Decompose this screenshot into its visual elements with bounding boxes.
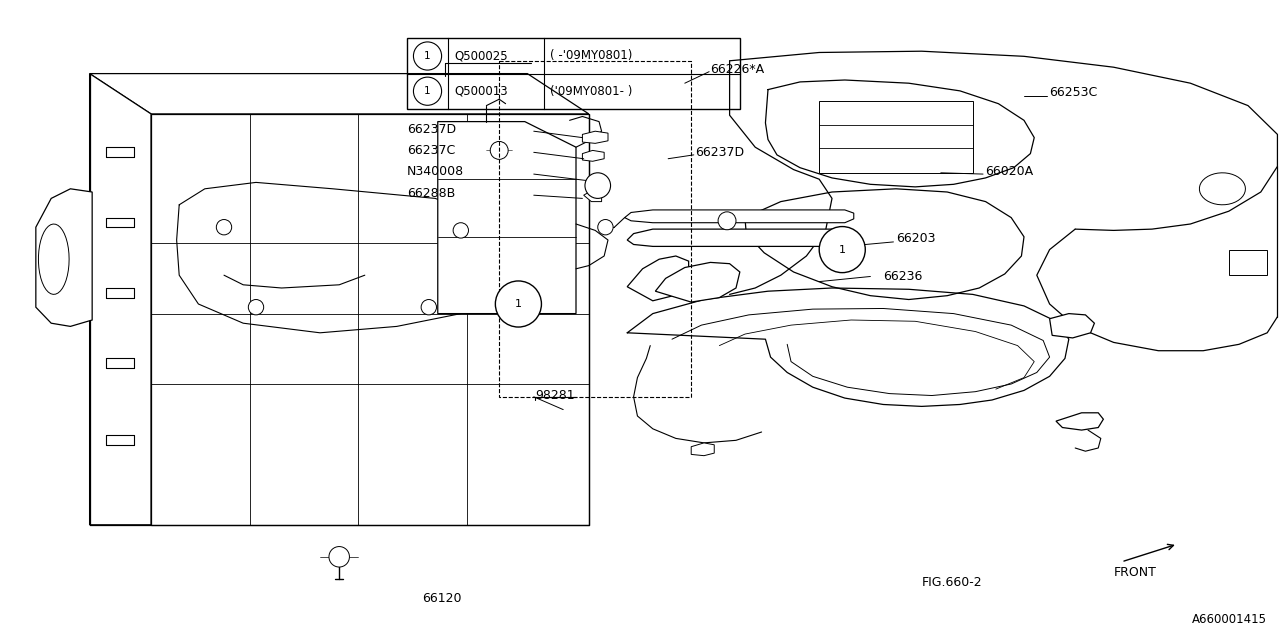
Circle shape (248, 300, 264, 315)
Circle shape (819, 227, 865, 273)
Text: 66237D: 66237D (695, 146, 744, 159)
Polygon shape (151, 114, 589, 525)
Text: 1: 1 (424, 86, 431, 96)
Polygon shape (582, 131, 608, 143)
Text: ('09MY0801- ): ('09MY0801- ) (550, 84, 632, 98)
Text: 66288B: 66288B (407, 187, 456, 200)
Text: FRONT: FRONT (1114, 566, 1156, 579)
Text: 66236: 66236 (883, 270, 923, 283)
Text: 1: 1 (424, 51, 431, 61)
Text: Q500025: Q500025 (454, 49, 508, 63)
Text: 66237D: 66237D (407, 123, 456, 136)
Text: 66253C: 66253C (1050, 86, 1098, 99)
Text: FIG.660-2: FIG.660-2 (922, 576, 982, 589)
Circle shape (413, 42, 442, 70)
Polygon shape (582, 150, 604, 161)
Polygon shape (627, 229, 855, 246)
Text: 66226*A: 66226*A (710, 63, 764, 76)
Text: 66020A: 66020A (986, 165, 1034, 178)
Polygon shape (691, 443, 714, 456)
Bar (407, 38, 740, 109)
Circle shape (421, 300, 436, 315)
Polygon shape (625, 210, 854, 223)
Text: 1: 1 (515, 299, 522, 309)
Polygon shape (627, 256, 689, 301)
Text: ( -'09MY0801): ( -'09MY0801) (550, 49, 632, 63)
Text: N340008: N340008 (407, 165, 465, 178)
Text: Q500013: Q500013 (454, 84, 508, 98)
Circle shape (585, 173, 611, 198)
Polygon shape (584, 191, 602, 202)
Text: 98281: 98281 (535, 389, 575, 402)
Text: 66237C: 66237C (407, 144, 456, 157)
Bar (499, 61, 691, 397)
Polygon shape (1229, 250, 1267, 275)
Polygon shape (819, 101, 973, 173)
Circle shape (216, 220, 232, 235)
Polygon shape (1050, 314, 1094, 338)
Polygon shape (38, 224, 69, 294)
Polygon shape (1199, 173, 1245, 205)
Polygon shape (438, 122, 576, 314)
Circle shape (495, 281, 541, 327)
Circle shape (329, 547, 349, 567)
Circle shape (598, 220, 613, 235)
Polygon shape (1056, 413, 1103, 430)
Polygon shape (90, 74, 589, 114)
Circle shape (413, 77, 442, 106)
Circle shape (490, 141, 508, 159)
Text: A660001415: A660001415 (1192, 613, 1267, 626)
Circle shape (832, 239, 852, 260)
Polygon shape (36, 189, 92, 326)
Polygon shape (90, 74, 151, 525)
Circle shape (453, 223, 468, 238)
Polygon shape (655, 262, 740, 302)
Circle shape (718, 212, 736, 230)
Text: 66203: 66203 (896, 232, 936, 244)
Text: 66120: 66120 (422, 592, 462, 605)
Text: 1: 1 (838, 244, 846, 255)
